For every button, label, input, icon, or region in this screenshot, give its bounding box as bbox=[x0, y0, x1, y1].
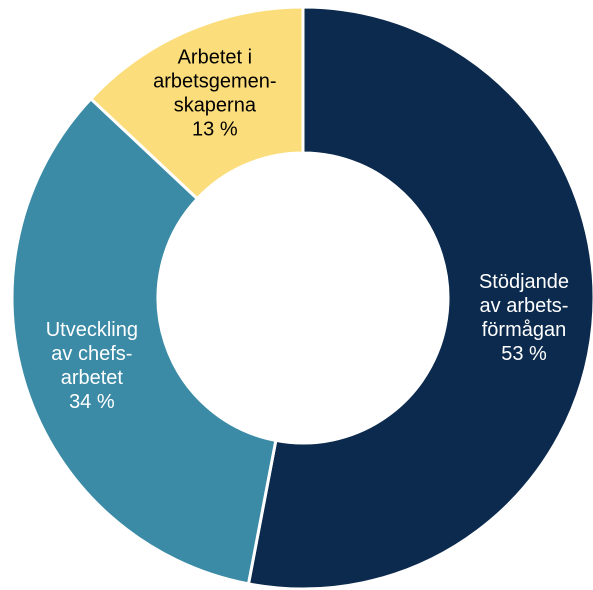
donut-slice bbox=[10, 96, 278, 586]
slice-label: förmågan bbox=[482, 319, 567, 341]
value-label: 34 % bbox=[69, 391, 115, 413]
value-label: 13 % bbox=[192, 119, 238, 141]
slice-label: arbetet bbox=[61, 367, 124, 389]
slice-label: Arbetet i bbox=[178, 47, 252, 69]
donut-slice bbox=[246, 5, 593, 590]
slice-label: av arbets- bbox=[480, 295, 569, 317]
slice-label: arbetsgemen- bbox=[153, 71, 276, 93]
slice-label: skaperna bbox=[174, 95, 257, 117]
slice-label: Stödjande bbox=[479, 271, 569, 293]
slice-label: Utveckling bbox=[46, 319, 138, 341]
donut-slice bbox=[88, 5, 305, 201]
value-label: 53 % bbox=[501, 343, 547, 365]
slice-label: av chefs- bbox=[51, 343, 132, 365]
